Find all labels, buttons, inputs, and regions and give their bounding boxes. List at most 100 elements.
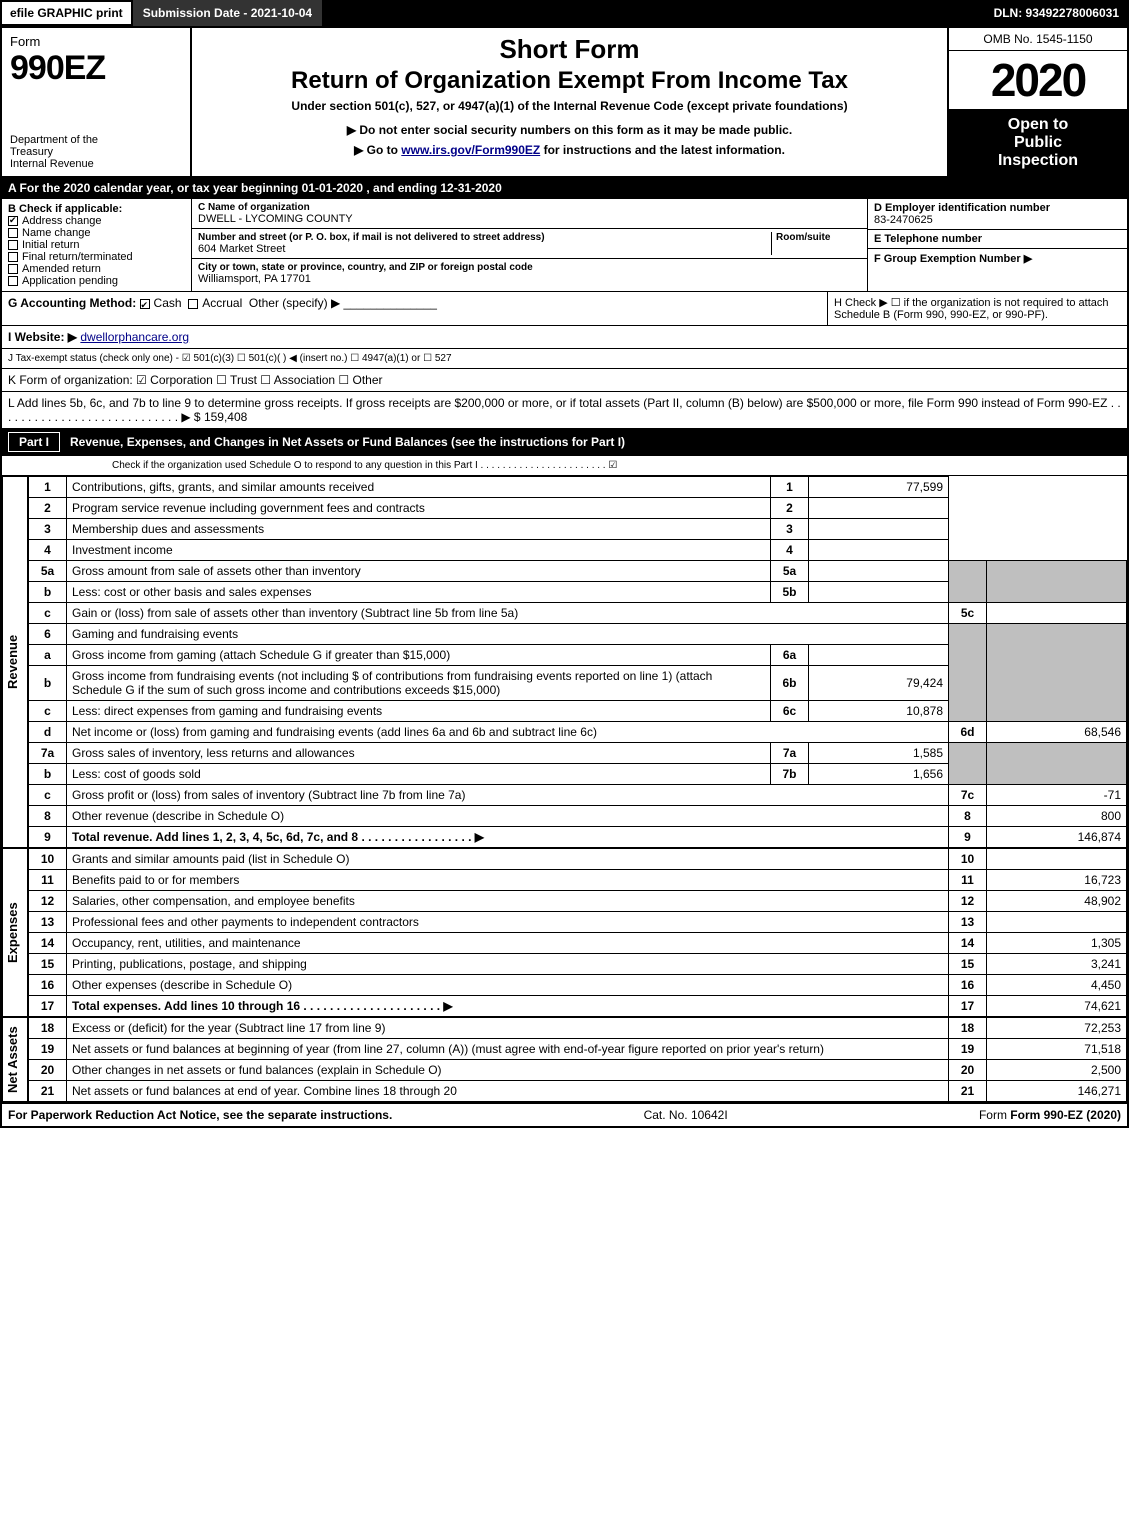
expenses-section: Expenses 10Grants and similar amounts pa… — [2, 848, 1127, 1017]
c-city-label: City or town, state or province, country… — [198, 262, 861, 273]
cb-initial-return[interactable]: Initial return — [8, 239, 185, 251]
part1-header: Part I Revenue, Expenses, and Changes in… — [2, 429, 1127, 456]
i-label: I Website: ▶ — [8, 330, 77, 344]
box-b: B Check if applicable: Address change Na… — [2, 199, 192, 291]
dln: DLN: 93492278006031 — [984, 0, 1129, 26]
box-def: D Employer identification number 83-2470… — [867, 199, 1127, 291]
short-form-title: Short Form — [202, 34, 937, 65]
accrual-label: Accrual — [202, 296, 242, 310]
cb-application-pending[interactable]: Application pending — [8, 275, 185, 287]
cb-final-return-label: Final return/terminated — [22, 251, 133, 263]
dept-line1: Department of the — [10, 134, 182, 146]
tax-year: 2020 — [949, 51, 1127, 110]
c-addr-label: Number and street (or P. O. box, if mail… — [198, 232, 771, 243]
row-2: 2Program service revenue including gover… — [29, 498, 1127, 519]
footer-left: For Paperwork Reduction Act Notice, see … — [8, 1108, 392, 1122]
line-h: H Check ▶ ☐ if the organization is not r… — [827, 292, 1127, 325]
row-6d: dNet income or (loss) from gaming and fu… — [29, 722, 1127, 743]
row-15: 15Printing, publications, postage, and s… — [29, 954, 1127, 975]
cb-amended-return[interactable]: Amended return — [8, 263, 185, 275]
header-right: OMB No. 1545-1150 2020 Open to Public In… — [947, 28, 1127, 176]
row-14: 14Occupancy, rent, utilities, and mainte… — [29, 933, 1127, 954]
footer-right: Form Form 990-EZ (2020) — [979, 1108, 1121, 1122]
line-j: J Tax-exempt status (check only one) - ☑… — [2, 349, 1127, 369]
f-label: F Group Exemption Number ▶ — [874, 252, 1121, 265]
row-11: 11Benefits paid to or for members1116,72… — [29, 870, 1127, 891]
row-12: 12Salaries, other compensation, and empl… — [29, 891, 1127, 912]
row-13: 13Professional fees and other payments t… — [29, 912, 1127, 933]
cb-application-pending-label: Application pending — [22, 275, 118, 287]
form-word: Form — [10, 34, 182, 49]
cb-final-return[interactable]: Final return/terminated — [8, 251, 185, 263]
row-4: 4Investment income4 — [29, 540, 1127, 561]
row-3: 3Membership dues and assessments3 — [29, 519, 1127, 540]
row-19: 19Net assets or fund balances at beginni… — [29, 1039, 1127, 1060]
efile-print-button[interactable]: efile GRAPHIC print — [0, 0, 133, 26]
part1-title: Revenue, Expenses, and Changes in Net As… — [70, 435, 625, 449]
row-5c: cGain or (loss) from sale of assets othe… — [29, 603, 1127, 624]
line-i: I Website: ▶ dwellorphancare.org — [2, 326, 1127, 349]
org-name: DWELL - LYCOMING COUNTY — [198, 213, 861, 225]
row-21: 21Net assets or fund balances at end of … — [29, 1081, 1127, 1102]
header-left: Form 990EZ Department of the Treasury In… — [2, 28, 192, 176]
row-9: 9Total revenue. Add lines 1, 2, 3, 4, 5c… — [29, 827, 1127, 848]
part1-label: Part I — [8, 432, 60, 452]
top-bar: efile GRAPHIC print Submission Date - 20… — [0, 0, 1129, 26]
room-label: Room/suite — [776, 232, 861, 243]
box-b-title: B Check if applicable: — [8, 203, 185, 215]
cb-initial-return-label: Initial return — [22, 239, 79, 251]
form-container: Form 990EZ Department of the Treasury In… — [0, 26, 1129, 1128]
page-footer: For Paperwork Reduction Act Notice, see … — [2, 1102, 1127, 1126]
row-18: 18Excess or (deficit) for the year (Subt… — [29, 1018, 1127, 1039]
expenses-side-label: Expenses — [2, 848, 28, 1017]
revenue-section: Revenue 1Contributions, gifts, grants, a… — [2, 476, 1127, 848]
dept-line3: Internal Revenue — [10, 158, 182, 170]
cb-name-change-label: Name change — [22, 227, 91, 239]
row-16: 16Other expenses (describe in Schedule O… — [29, 975, 1127, 996]
note2-pre: ▶ Go to — [354, 143, 401, 157]
submission-date: Submission Date - 2021-10-04 — [133, 0, 322, 26]
cb-address-change[interactable]: Address change — [8, 215, 185, 227]
form-header: Form 990EZ Department of the Treasury In… — [2, 28, 1127, 178]
ein-value: 83-2470625 — [874, 214, 1121, 226]
g-label: G Accounting Method: — [8, 296, 136, 310]
row-7c: cGross profit or (loss) from sales of in… — [29, 785, 1127, 806]
revenue-side-label: Revenue — [2, 476, 28, 848]
l-text: L Add lines 5b, 6c, and 7b to line 9 to … — [8, 396, 1121, 424]
row-10: 10Grants and similar amounts paid (list … — [29, 849, 1127, 870]
row-1: 1Contributions, gifts, grants, and simil… — [29, 477, 1127, 498]
irs-link[interactable]: www.irs.gov/Form990EZ — [401, 143, 540, 157]
row-17: 17Total expenses. Add lines 10 through 1… — [29, 996, 1127, 1017]
row-gh: G Accounting Method: Cash Accrual Other … — [2, 292, 1127, 326]
row-5a: 5aGross amount from sale of assets other… — [29, 561, 1127, 582]
line-l: L Add lines 5b, 6c, and 7b to line 9 to … — [2, 392, 1127, 429]
part1-check-line: Check if the organization used Schedule … — [2, 456, 1127, 476]
public-note-1: ▶ Do not enter social security numbers o… — [202, 123, 937, 137]
box-c: C Name of organization DWELL - LYCOMING … — [192, 199, 867, 291]
website-link[interactable]: dwellorphancare.org — [80, 330, 189, 344]
line-k: K Form of organization: ☑ Corporation ☐ … — [2, 369, 1127, 392]
cb-name-change[interactable]: Name change — [8, 227, 185, 239]
netassets-section: Net Assets 18Excess or (deficit) for the… — [2, 1017, 1127, 1102]
return-title: Return of Organization Exempt From Incom… — [202, 67, 937, 95]
header-mid: Short Form Return of Organization Exempt… — [192, 28, 947, 176]
org-city: Williamsport, PA 17701 — [198, 273, 861, 285]
omb-number: OMB No. 1545-1150 — [949, 28, 1127, 51]
open-to-public: Open to Public Inspection — [949, 110, 1127, 176]
line-a: A For the 2020 calendar year, or tax yea… — [2, 178, 1127, 199]
open3: Inspection — [953, 152, 1123, 170]
netassets-table: 18Excess or (deficit) for the year (Subt… — [28, 1017, 1127, 1102]
cb-amended-return-label: Amended return — [22, 263, 101, 275]
cash-label: Cash — [154, 296, 182, 310]
note2-post: for instructions and the latest informat… — [540, 143, 785, 157]
cb-cash[interactable] — [140, 299, 150, 309]
dept-line2: Treasury — [10, 146, 182, 158]
cb-accrual[interactable] — [188, 299, 198, 309]
row-8: 8Other revenue (describe in Schedule O)8… — [29, 806, 1127, 827]
netassets-side-label: Net Assets — [2, 1017, 28, 1102]
row-6: 6Gaming and fundraising events — [29, 624, 1127, 645]
open1: Open to — [953, 116, 1123, 134]
open2: Public — [953, 134, 1123, 152]
public-note-2: ▶ Go to www.irs.gov/Form990EZ for instru… — [202, 143, 937, 157]
e-label: E Telephone number — [874, 233, 1121, 245]
